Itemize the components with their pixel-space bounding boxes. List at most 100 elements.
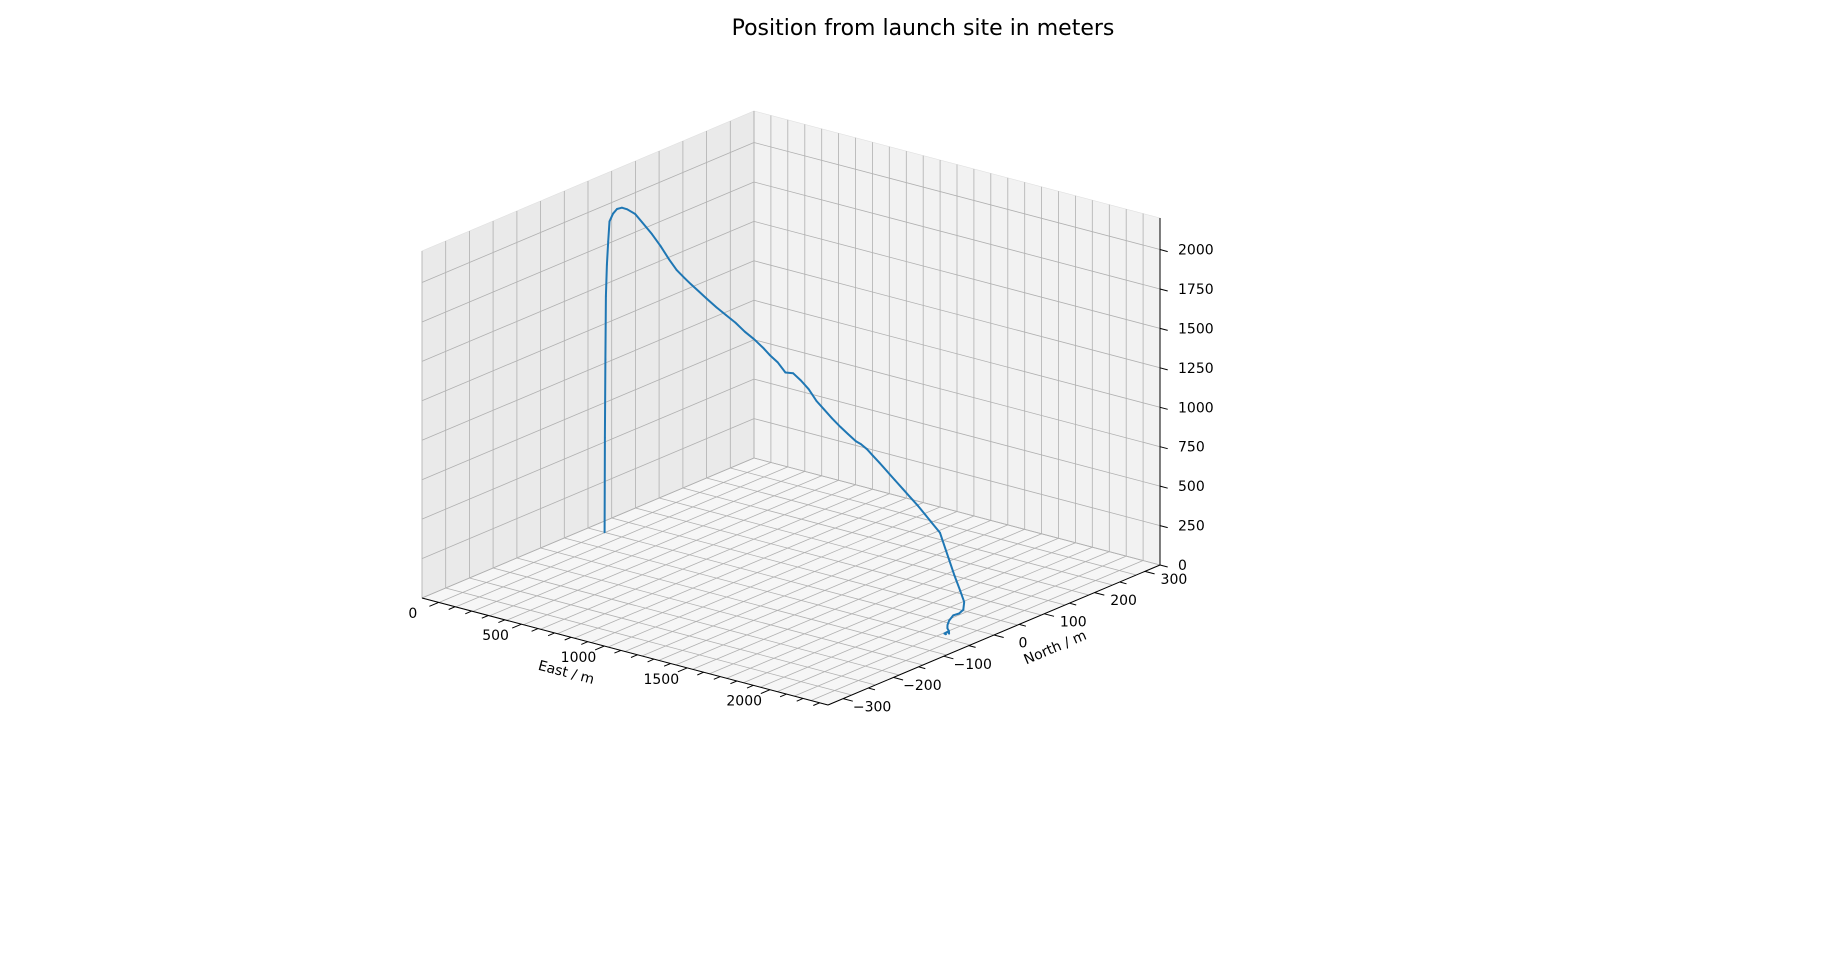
y-gridline-floor <box>611 517 1018 626</box>
trajectory-point <box>697 290 700 293</box>
trajectory-point <box>946 553 949 556</box>
trajectory-point <box>959 589 962 592</box>
trajectory-point <box>608 220 611 223</box>
trajectory-point <box>792 372 795 375</box>
x-minor-tick <box>630 654 638 658</box>
trajectory-point <box>650 233 653 235</box>
x-tick-label: 0 <box>408 606 417 622</box>
x-minor-tick <box>531 628 539 632</box>
x-tick-label: 2000 <box>726 694 762 710</box>
trajectory-point <box>944 633 947 635</box>
x-minor-tick <box>581 641 588 645</box>
y-minor-tick <box>893 676 904 681</box>
y-minor-tick <box>1069 602 1077 606</box>
trajectory-point <box>860 443 862 445</box>
x-minor-tick <box>760 689 771 695</box>
trajectory-point <box>641 221 644 224</box>
trajectory-point <box>815 400 818 402</box>
z-tick <box>1159 327 1168 331</box>
z-gridline-back <box>753 457 1161 566</box>
x-minor-tick <box>796 697 804 702</box>
trajectory-point <box>768 354 771 356</box>
trajectory-point <box>784 371 787 374</box>
z-tick <box>1159 249 1168 253</box>
trajectory-point <box>962 608 965 611</box>
trajectory-point <box>872 455 874 457</box>
z-tick-label: 2000 <box>1178 243 1214 259</box>
z-gridline-side <box>421 378 755 520</box>
y-tick-label: −200 <box>903 678 941 694</box>
trajectory-point <box>690 283 692 286</box>
y-axis-label: North / m <box>1022 628 1089 669</box>
z-tick-label: 750 <box>1178 440 1205 456</box>
x-minor-tick <box>779 693 787 698</box>
trajectory-point <box>634 213 637 215</box>
z-gridline-back <box>753 378 1161 487</box>
trajectory-point <box>715 306 718 309</box>
z-tick <box>1159 288 1168 292</box>
trajectory-point <box>939 531 941 534</box>
x-tick-label: 500 <box>482 628 509 644</box>
trajectory-point <box>616 208 618 210</box>
trajectory-point <box>948 630 950 632</box>
z-gridline-back <box>753 299 1161 408</box>
trajectory-point <box>958 612 960 615</box>
y-minor-tick <box>968 645 976 648</box>
trajectory-point <box>893 479 896 481</box>
trajectory-point <box>800 379 802 382</box>
x-minor-tick <box>663 663 671 667</box>
trajectory-point <box>886 470 888 473</box>
y-minor-tick <box>943 655 954 660</box>
y-minor-tick <box>1044 613 1055 617</box>
y-minor-tick <box>868 687 876 691</box>
trajectory-point <box>668 258 670 261</box>
y-minor-tick <box>918 666 926 670</box>
z-gridline-back <box>753 181 1161 290</box>
y-tick-label: 0 <box>1019 636 1028 652</box>
trajectory-point <box>963 601 966 603</box>
y-minor-tick <box>1019 623 1027 627</box>
z-tick <box>1159 406 1168 410</box>
x-minor-tick <box>730 680 738 685</box>
x-minor-tick <box>481 615 489 619</box>
y-gridline-floor <box>587 527 995 636</box>
trajectory-point <box>878 461 881 464</box>
x-minor-tick <box>594 645 605 651</box>
z-tick-label: 1250 <box>1178 361 1214 377</box>
z-gridline-side <box>421 221 755 362</box>
chart-title: Position from launch site in meters <box>732 16 1115 41</box>
y-gridline-floor <box>540 547 947 656</box>
trajectory-point <box>866 448 868 451</box>
x-minor-tick <box>465 610 472 615</box>
x-minor-tick <box>677 667 688 673</box>
x-minor-tick <box>746 684 754 689</box>
z-gridline-side <box>421 457 755 599</box>
trajectory-point <box>823 408 826 411</box>
y-gridline-floor <box>445 587 852 696</box>
y-minor-tick <box>1144 570 1155 575</box>
x-minor-tick <box>813 702 820 706</box>
y-tick-label: 100 <box>1060 614 1087 630</box>
x-minor-tick <box>547 632 555 637</box>
trajectory-point <box>743 330 746 333</box>
trajectory-point <box>917 505 920 507</box>
z-tick-label: 500 <box>1178 479 1205 495</box>
trajectory-point <box>753 338 756 341</box>
y-gridline-floor <box>730 467 1137 576</box>
trajectory-point <box>847 433 849 435</box>
trajectory-point <box>607 240 610 243</box>
y-minor-tick <box>993 634 1004 638</box>
y-gridline-floor <box>469 577 876 686</box>
x-axis-line <box>421 597 829 706</box>
trajectory-point <box>762 347 765 350</box>
y-gridline-floor <box>658 497 1066 606</box>
trajectory-point <box>734 321 737 324</box>
z-tick-label: 1500 <box>1178 321 1214 337</box>
z-gridline-back <box>753 260 1161 369</box>
x-minor-tick <box>647 658 655 663</box>
trajectory-point <box>931 523 934 525</box>
z-gridline-back <box>753 339 1161 448</box>
series-layer <box>603 206 966 636</box>
x-minor-tick <box>713 676 721 680</box>
trajectory-point <box>807 388 810 391</box>
